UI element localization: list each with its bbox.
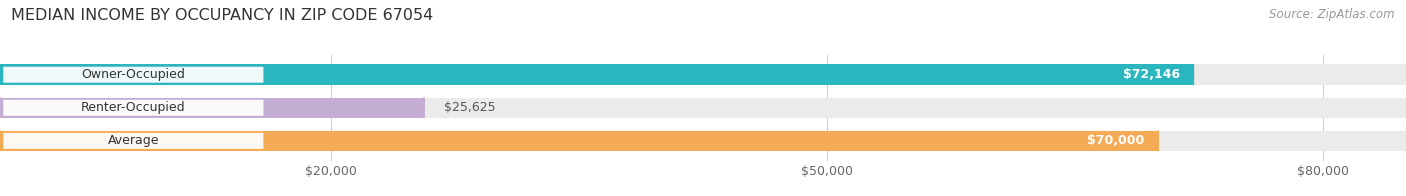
Bar	[0, 64, 1406, 85]
Text: $72,146: $72,146	[1123, 68, 1180, 81]
FancyBboxPatch shape	[3, 133, 263, 149]
Text: $25,625: $25,625	[444, 101, 495, 114]
Text: Renter-Occupied: Renter-Occupied	[82, 101, 186, 114]
Text: $70,000: $70,000	[1087, 134, 1144, 147]
Bar	[0, 64, 1194, 85]
Bar	[0, 131, 1159, 151]
Text: MEDIAN INCOME BY OCCUPANCY IN ZIP CODE 67054: MEDIAN INCOME BY OCCUPANCY IN ZIP CODE 6…	[11, 8, 433, 23]
FancyBboxPatch shape	[3, 100, 263, 116]
Text: Source: ZipAtlas.com: Source: ZipAtlas.com	[1270, 8, 1395, 21]
Bar	[0, 98, 1406, 118]
Text: Average: Average	[108, 134, 159, 147]
Bar	[0, 98, 423, 118]
FancyBboxPatch shape	[3, 67, 263, 83]
Bar	[0, 131, 1406, 151]
Text: Owner-Occupied: Owner-Occupied	[82, 68, 186, 81]
